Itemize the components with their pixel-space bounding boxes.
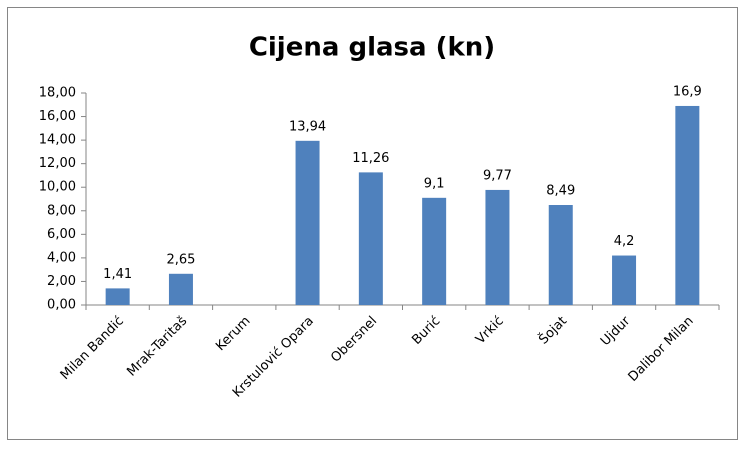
value-label: 4,2 [614,234,635,249]
bar [358,172,383,305]
bar [548,205,573,305]
y-tick-label: 16,00 [39,109,76,124]
bar [105,288,130,305]
y-tick-label: 12,00 [39,156,76,171]
y-tick-label: 2,00 [47,274,76,289]
bar [485,189,510,305]
value-label: 9,77 [483,168,512,183]
value-label: 1,41 [103,267,132,282]
bar [422,197,447,305]
value-label: 13,94 [289,119,326,134]
y-tick-label: 4,00 [47,250,76,265]
bar [168,273,193,305]
chart-title: Cijena glasa (kn) [249,33,495,63]
value-label: 8,49 [546,184,575,199]
y-tick-label: 14,00 [39,133,76,148]
y-tick-label: 8,00 [47,203,76,218]
y-tick-label: 18,00 [39,86,76,101]
y-tick-label: 6,00 [47,227,76,242]
bar [675,105,700,305]
bar [612,255,637,305]
value-label: 2,65 [166,252,195,267]
bar [295,140,320,305]
value-label: 9,1 [424,176,445,191]
y-tick-label: 0,00 [47,298,76,313]
value-label: 16,9 [673,84,702,99]
value-label: 11,26 [352,151,389,166]
y-tick-label: 10,00 [39,180,76,195]
